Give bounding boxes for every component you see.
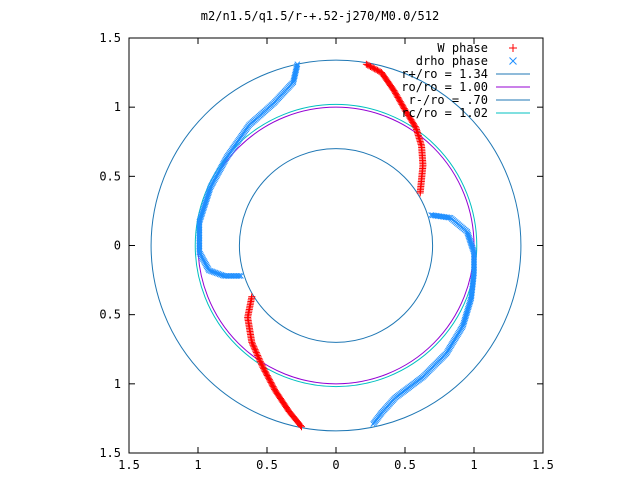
w-phase-point — [252, 349, 260, 357]
w-phase-point — [251, 346, 259, 354]
w-phase-point — [411, 123, 419, 131]
reference-circle — [194, 103, 478, 388]
chart-title: m2/n1.5/q1.5/r-+.52-j270/M0.0/512 — [201, 9, 439, 23]
legend-label: ro/ro = 1.00 — [401, 80, 488, 94]
w-phase-point — [257, 359, 265, 367]
y-tick-label: 0.5 — [99, 169, 121, 183]
w-phase-point — [250, 343, 258, 351]
w-phase-point — [248, 338, 256, 346]
drho-phase-point — [509, 57, 517, 65]
drho-phase-point — [370, 420, 377, 427]
w-phase-point — [256, 356, 264, 364]
y-tick-label: 0 — [114, 239, 121, 253]
legend-label: drho phase — [416, 54, 488, 68]
w-phase-point — [253, 350, 261, 358]
w-phase-point — [509, 44, 517, 52]
reference-circle — [150, 59, 522, 432]
x-tick-label: 0.5 — [394, 458, 416, 472]
x-tick-label: 1 — [470, 458, 477, 472]
w-phase-point — [252, 347, 260, 355]
x-tick-label: 0 — [332, 458, 339, 472]
w-phase-point — [248, 340, 256, 348]
w-phase-point — [250, 344, 258, 352]
w-phase-point — [258, 360, 266, 368]
y-tick-label: 1 — [114, 377, 121, 391]
y-tick-label: 1.5 — [99, 446, 121, 460]
w-phase-point — [254, 352, 262, 360]
y-tick-label: 1 — [114, 100, 121, 114]
drho-phase-point — [237, 272, 244, 279]
reference-circle — [238, 148, 434, 343]
legend-label: W phase — [437, 41, 488, 55]
x-tick-label: 1.5 — [532, 458, 554, 472]
w-phase-point — [298, 423, 305, 431]
y-tick-label: 1.5 — [99, 31, 121, 45]
x-tick-label: 1 — [194, 458, 201, 472]
w-phase-point — [416, 189, 424, 197]
legend-label: rc/ro = 1.02 — [401, 106, 488, 120]
w-phase-point — [258, 362, 266, 370]
drho-phase-point — [236, 272, 243, 279]
legend-label: r+/ro = 1.34 — [401, 67, 488, 81]
w-phase-point — [256, 357, 264, 365]
w-phase-point — [254, 353, 262, 361]
drho-phase-point — [460, 321, 467, 328]
x-tick-label: 1.5 — [118, 458, 140, 472]
w-phase-point — [296, 421, 304, 429]
x-tick-label: 0.5 — [256, 458, 278, 472]
w-phase-point — [249, 341, 257, 349]
legend-label: r-/ro = .70 — [409, 93, 488, 107]
w-phase-point — [255, 354, 263, 362]
drho-phase-point — [445, 214, 452, 221]
y-tick-label: 0.5 — [99, 308, 121, 322]
